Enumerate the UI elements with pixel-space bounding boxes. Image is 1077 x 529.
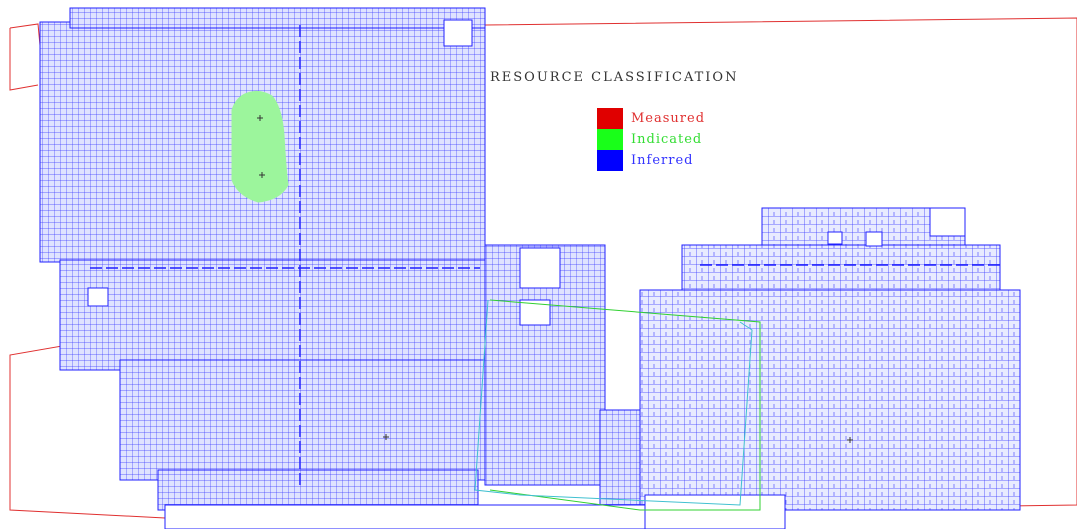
drill-hole-markers	[257, 115, 853, 443]
legend-item-inferred: Inferred	[597, 150, 705, 171]
indicated-zone	[231, 90, 289, 203]
legend-label-indicated: Indicated	[631, 132, 703, 147]
inferred-blocks-east	[639, 207, 1021, 511]
legend-swatch-measured	[597, 108, 623, 129]
legend-swatch-indicated	[597, 129, 623, 150]
legend-label-measured: Measured	[631, 111, 706, 126]
legend-item-measured: Measured	[597, 108, 705, 129]
legend-label-inferred: Inferred	[631, 153, 694, 168]
legend-item-indicated: Indicated	[597, 129, 705, 150]
unclassified-gaps	[87, 19, 966, 529]
cyan-outline	[474, 299, 753, 506]
map-title: RESOURCE CLASSIFICATION	[490, 70, 739, 85]
boundary-left-bend	[9, 28, 39, 91]
section-lines	[90, 25, 1000, 485]
legend-swatch-inferred	[597, 150, 623, 171]
legend: Measured Indicated Inferred	[597, 108, 705, 171]
green-outline	[489, 299, 761, 511]
